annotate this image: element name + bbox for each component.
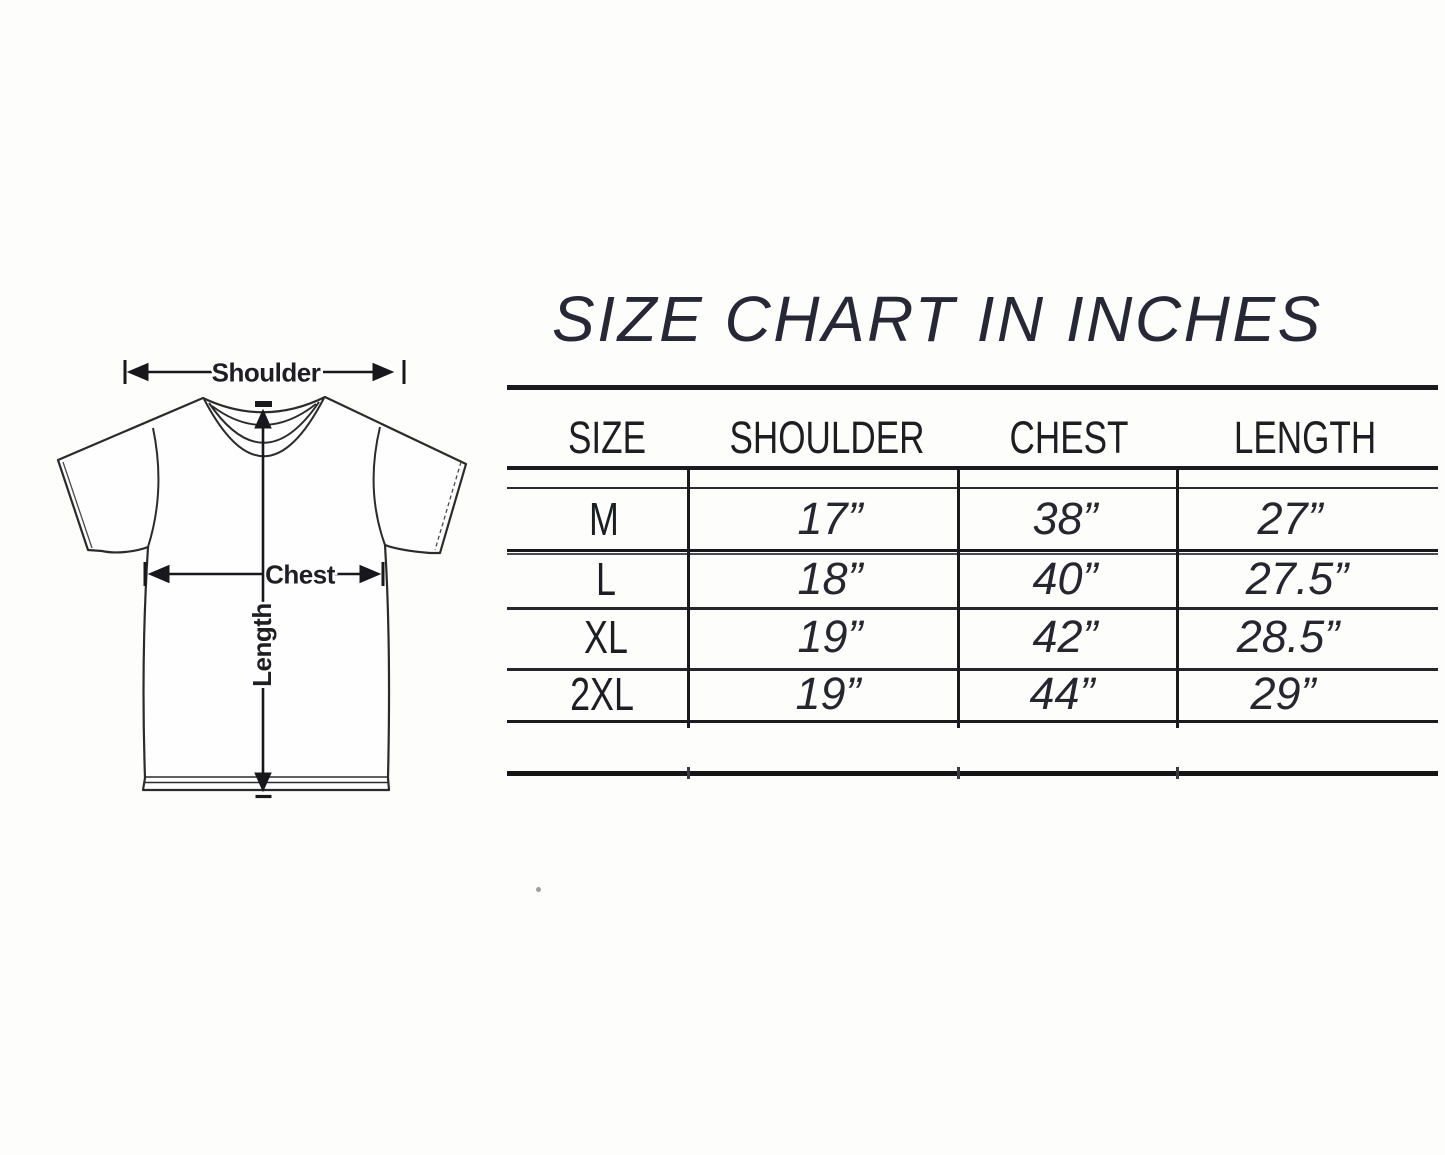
chest-value: 40” [1032, 553, 1098, 604]
shoulder-value: 17” [797, 493, 863, 544]
chest-dimension [143, 562, 385, 586]
left-armhole-seam [147, 427, 160, 548]
table-rule-subheader [507, 487, 1438, 489]
table-rule-2xl-bottom [507, 719, 1438, 723]
table-rule-xl-bottom [507, 668, 1438, 671]
column-divider-3 [1176, 466, 1179, 728]
size-label: M [589, 493, 619, 545]
bottom-rule-tick-3 [1176, 767, 1179, 779]
chest-value: 44” [1029, 668, 1095, 719]
shoulder-value: 19” [797, 611, 863, 662]
column-divider-1 [687, 466, 690, 728]
table-rule-m-bottom-b [507, 552, 1438, 555]
artifact-dot [536, 887, 541, 892]
column-header-size: SIZE [567, 412, 647, 463]
column-header-chest: CHEST [1009, 412, 1129, 463]
left-cuff-seam [62, 461, 93, 549]
size-label: L [596, 553, 616, 605]
table-rule-bottom [507, 771, 1438, 776]
column-header-shoulder: SHOULDER [729, 412, 925, 463]
length-value: 27” [1257, 493, 1323, 544]
length-arrow-label: Length [247, 603, 277, 687]
table-rule-l-bottom [507, 607, 1438, 610]
bottom-rule-tick-2 [957, 767, 960, 779]
length-value: 29” [1250, 668, 1316, 719]
size-label: XL [584, 611, 628, 663]
column-divider-2 [957, 466, 960, 728]
shoulder-dimension [123, 360, 406, 384]
table-rule-header-bottom [507, 466, 1438, 470]
page-title: SIZE CHART IN INCHES [552, 283, 1323, 355]
column-header-length: LENGTH [1233, 412, 1377, 463]
chest-value: 42” [1032, 611, 1098, 662]
tshirt-diagram: Shoulder Chest Length [56, 355, 468, 799]
size-label: 2XL [570, 668, 634, 720]
right-armhole-seam [372, 426, 386, 546]
length-value: 28.5” [1236, 611, 1340, 662]
shoulder-value: 19” [795, 668, 861, 719]
chest-value: 38” [1032, 493, 1098, 544]
length-value: 27.5” [1245, 553, 1349, 604]
length-dimension [254, 408, 272, 799]
shoulder-arrow-label: Shoulder [212, 358, 321, 388]
chest-arrow-label: Chest [265, 560, 336, 590]
collar-tab [255, 401, 272, 407]
table-rule-m-bottom-a [507, 549, 1438, 552]
right-cuff-seam [434, 461, 462, 551]
table-rule-top [507, 385, 1438, 390]
bottom-rule-tick-1 [687, 767, 690, 779]
shoulder-value: 18” [797, 553, 863, 604]
